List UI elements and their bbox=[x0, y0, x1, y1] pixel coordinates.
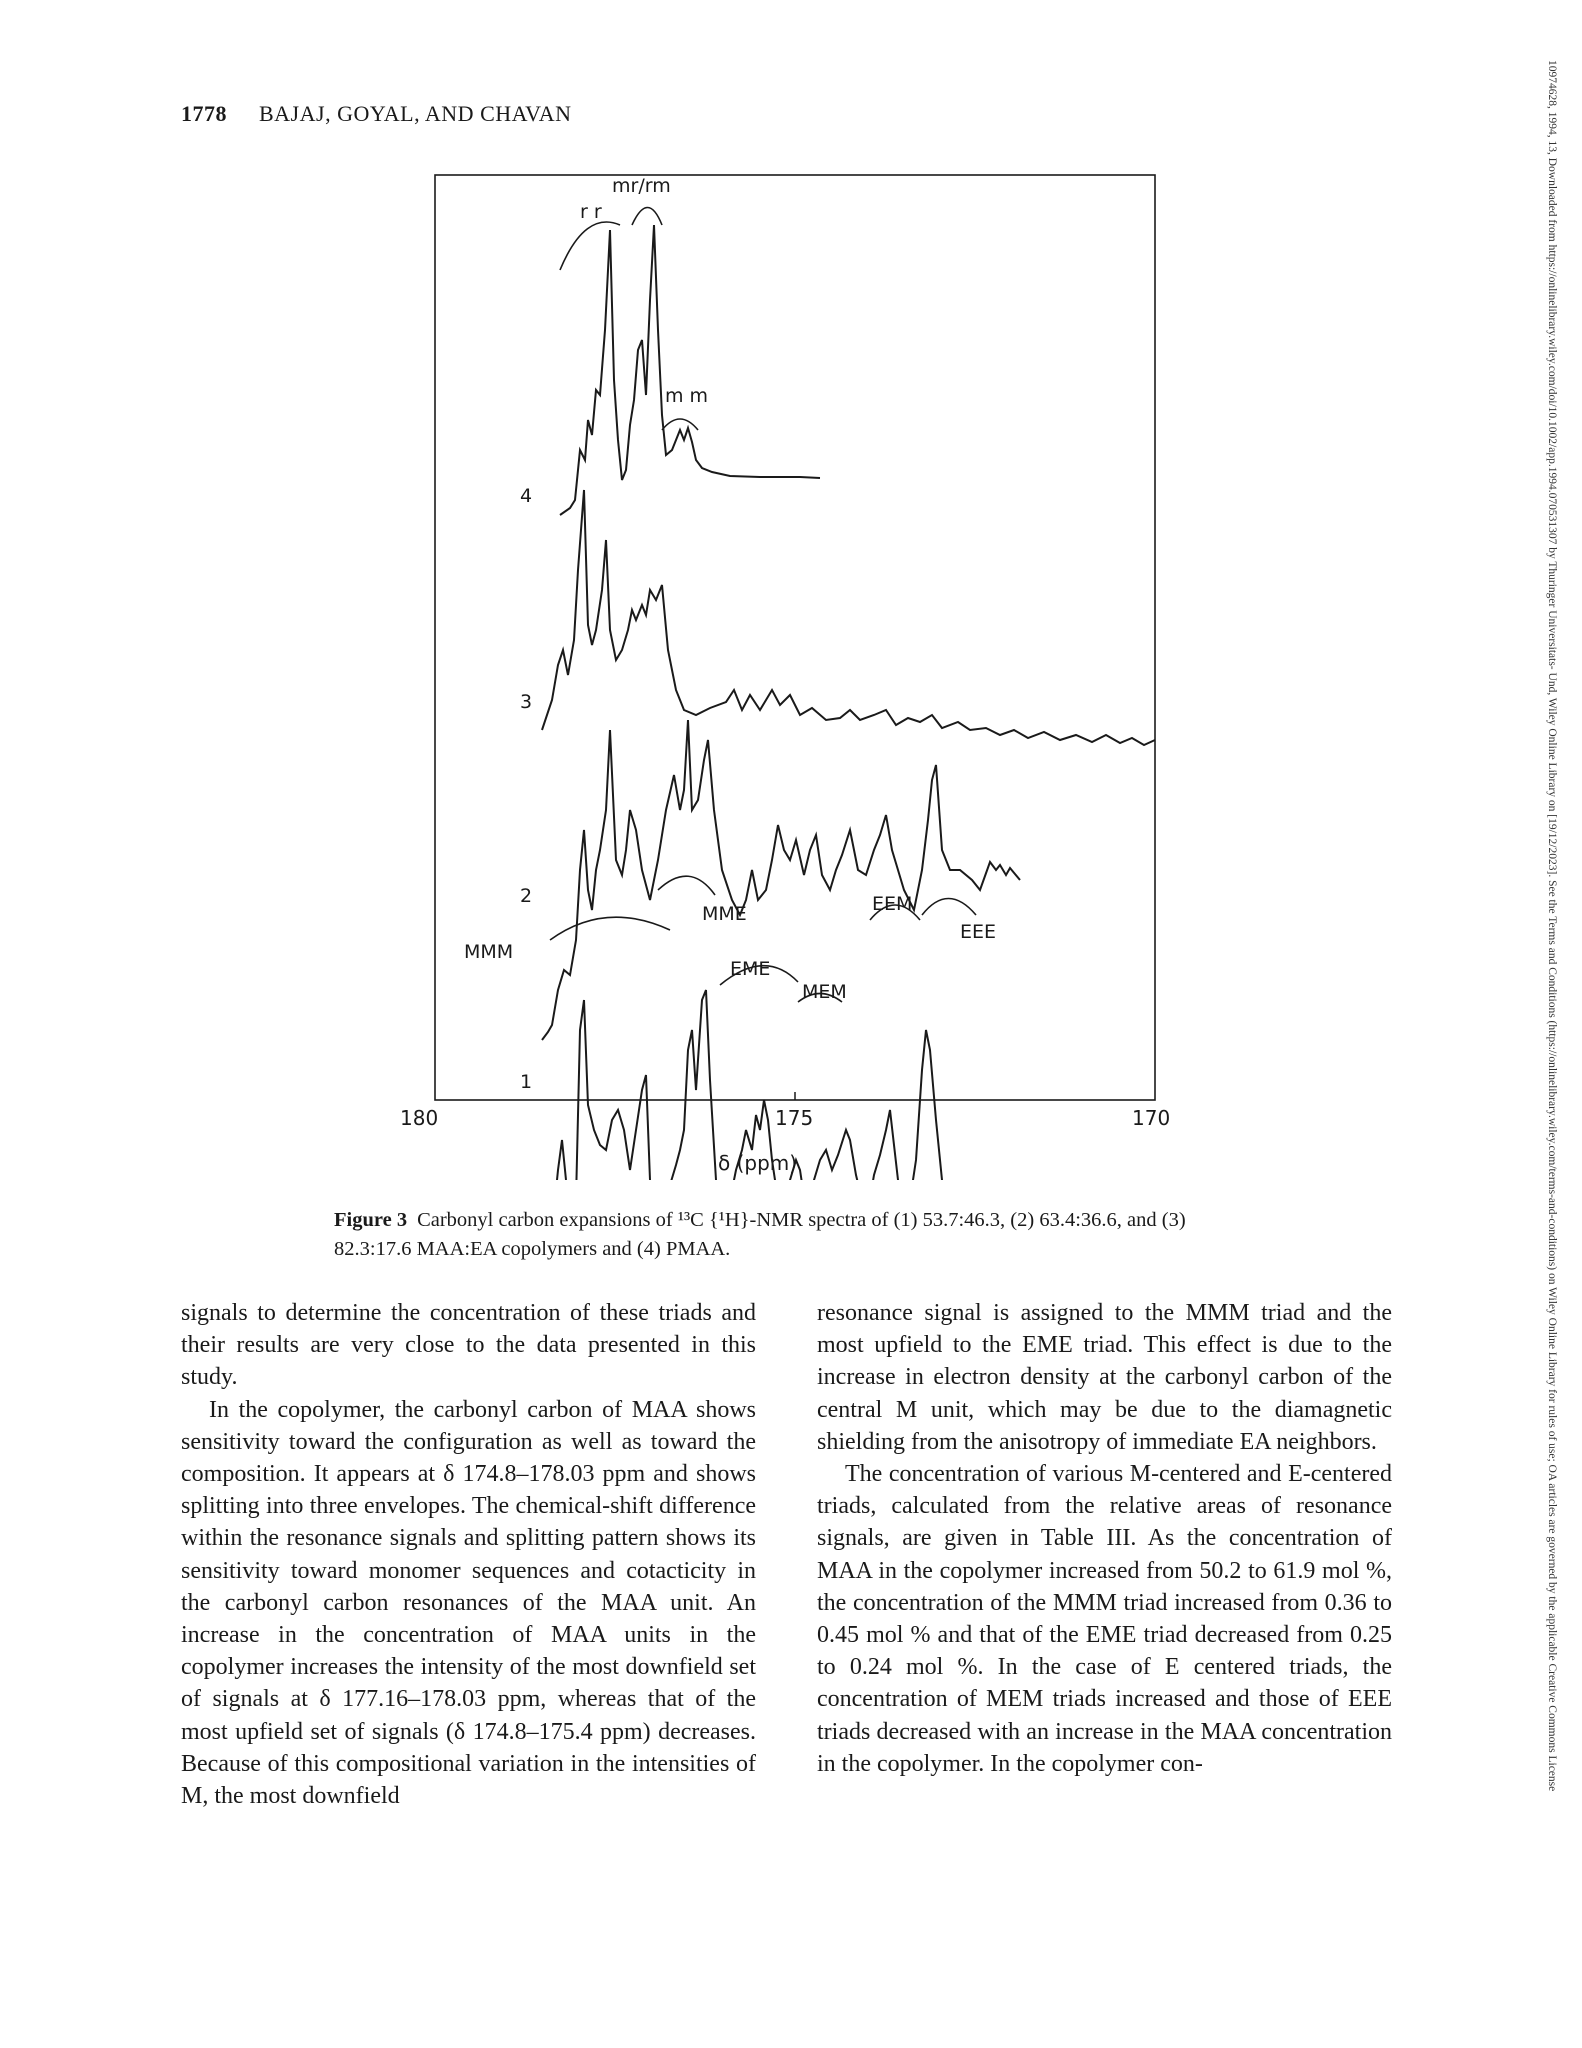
nmr-figure: 180 175 170 δ (ppm) 4 3 2 1 r r mr/rm m … bbox=[400, 174, 1170, 1180]
page-number: 1778 bbox=[181, 101, 227, 126]
axis-tick-170: 170 bbox=[1132, 1106, 1170, 1130]
spectrum-4 bbox=[559, 224, 821, 516]
caption-label: Figure 3 bbox=[334, 1209, 408, 1231]
eee-label: EEE bbox=[960, 921, 996, 943]
mmm-label: MMM bbox=[464, 941, 513, 963]
spectrum-label-3: 3 bbox=[520, 691, 532, 713]
eem-arc bbox=[869, 904, 921, 921]
plot-frame bbox=[434, 174, 1156, 1101]
axis-tick-180: 180 bbox=[400, 1106, 438, 1130]
right-paragraph-1: resonance signal is assigned to the MMM … bbox=[817, 1300, 1392, 1455]
rr-label: r r bbox=[580, 201, 602, 223]
rr-arc bbox=[559, 221, 621, 271]
spectrum-3 bbox=[541, 489, 1156, 747]
mrrm-arc bbox=[631, 206, 663, 226]
download-notice: 10974628, 1994, 13, Downloaded from http… bbox=[1546, 60, 1558, 1792]
mm-arc bbox=[661, 418, 699, 431]
eee-arc bbox=[921, 897, 977, 916]
figure-caption: Figure 3 Carbonyl carbon expansions of ¹³… bbox=[334, 1206, 1234, 1264]
mem-label: MEM bbox=[802, 981, 847, 1003]
spectrum-label-2: 2 bbox=[520, 885, 532, 907]
left-paragraph-1: signals to determine the concentration o… bbox=[181, 1300, 756, 1391]
mmm-arc bbox=[549, 916, 671, 941]
spectrum-label-4: 4 bbox=[520, 485, 532, 507]
mme-label: MME bbox=[702, 903, 747, 925]
right-column: resonance signal is assigned to the MMM … bbox=[817, 1297, 1392, 1780]
running-authors: BAJAJ, GOYAL, AND CHAVAN bbox=[259, 101, 572, 126]
left-paragraph-2: In the copolymer, the carbonyl carbon of… bbox=[181, 1396, 756, 1810]
left-column: signals to determine the concentration o… bbox=[181, 1297, 756, 1812]
mrrm-label: mr/rm bbox=[612, 175, 671, 197]
mem-arc bbox=[797, 992, 843, 1003]
spectrum-2 bbox=[541, 719, 1021, 1041]
caption-text: Carbonyl carbon expansions of ¹³C {¹H}-N… bbox=[334, 1209, 1186, 1260]
x-axis-label: δ (ppm) bbox=[718, 1151, 797, 1175]
axis-tick-label-175: 175 bbox=[775, 1106, 813, 1130]
right-paragraph-2: The concentration of various M-centered … bbox=[817, 1461, 1392, 1777]
eem-label: EEM bbox=[872, 893, 912, 915]
mm-label: m m bbox=[665, 385, 708, 407]
download-sidebar: 10974628, 1994, 13, Downloaded from http… bbox=[1542, 60, 1562, 2020]
spectrum-label-1: 1 bbox=[520, 1071, 532, 1093]
spectrum-1 bbox=[555, 989, 944, 1180]
mme-arc bbox=[657, 875, 716, 896]
eme-arc bbox=[719, 964, 799, 986]
running-header: 1778 BAJAJ, GOYAL, AND CHAVAN bbox=[181, 101, 572, 127]
eme-label: EME bbox=[730, 958, 770, 980]
